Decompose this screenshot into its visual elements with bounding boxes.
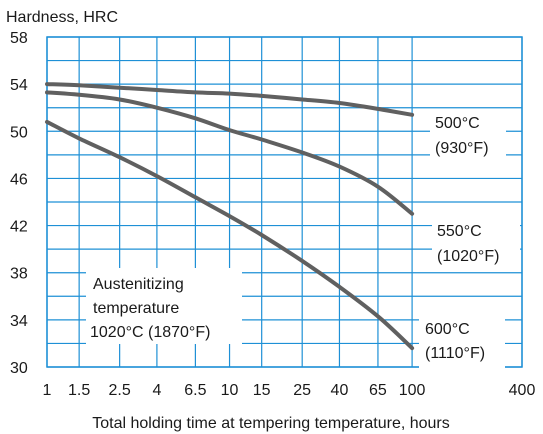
y-tick-label: 50 bbox=[10, 124, 28, 141]
label-background bbox=[432, 221, 520, 271]
series-label-line-1: 550°C bbox=[437, 223, 482, 240]
x-tick-label: 6.5 bbox=[184, 382, 206, 399]
series-lines bbox=[45, 82, 415, 351]
x-tick-labels: 1 1.5 2.5 4 6.5 10 15 25 40 65 100 400 bbox=[43, 382, 536, 399]
x-tick-label: 40 bbox=[331, 382, 349, 399]
y-tick-label: 30 bbox=[10, 360, 28, 377]
annotation-line: Austenitizing bbox=[93, 276, 184, 293]
x-tick-label: 65 bbox=[369, 382, 387, 399]
curve-550c bbox=[45, 90, 415, 216]
series-label-line-1: 500°C bbox=[435, 115, 480, 132]
austenitizing-annotation: Austenitizing temperature 1020°C (1870°F) bbox=[86, 268, 242, 344]
annotation-line: 1020°C (1870°F) bbox=[90, 324, 210, 341]
y-tick-label: 42 bbox=[10, 219, 28, 236]
annotation-background bbox=[86, 268, 242, 344]
curve-500c bbox=[45, 82, 415, 117]
x-tick-label: 400 bbox=[509, 382, 536, 399]
y-tick-label: 38 bbox=[10, 266, 28, 283]
x-tick-label: 1 bbox=[43, 382, 52, 399]
plot-frame bbox=[46, 36, 523, 368]
label-550c: 550°C (1020°F) bbox=[432, 221, 520, 271]
series-label-line-1: 600°C bbox=[425, 321, 470, 338]
y-tick-label: 46 bbox=[10, 171, 28, 188]
x-tick-label: 2.5 bbox=[109, 382, 131, 399]
y-tick-label: 58 bbox=[10, 30, 28, 47]
x-tick-label: 100 bbox=[399, 382, 426, 399]
x-tick-label: 25 bbox=[293, 382, 311, 399]
label-500c: 500°C (930°F) bbox=[430, 113, 506, 163]
x-tick-label: 1.5 bbox=[68, 382, 90, 399]
label-600c: 600°C (1110°F) bbox=[419, 318, 505, 368]
x-tick-label: 10 bbox=[221, 382, 239, 399]
series-labels: 500°C (930°F) 550°C (1020°F) 600°C (1110°F) bbox=[419, 113, 520, 368]
x-axis-title: Total holding time at tempering temperat… bbox=[92, 415, 450, 432]
annotation-line: temperature bbox=[93, 300, 179, 317]
curve-600c bbox=[45, 119, 415, 351]
label-background bbox=[419, 318, 505, 368]
series-label-line-2: (1110°F) bbox=[425, 345, 485, 362]
y-tick-label: 34 bbox=[10, 313, 28, 330]
series-label-line-2: (930°F) bbox=[435, 140, 489, 157]
y-tick-labels: 30 34 38 42 46 50 54 58 bbox=[10, 30, 28, 377]
x-tick-label: 15 bbox=[253, 382, 271, 399]
y-axis-title: Hardness, HRC bbox=[6, 9, 118, 26]
label-background bbox=[430, 113, 506, 163]
series-label-line-2: (1020°F) bbox=[437, 248, 499, 265]
x-tick-label: 4 bbox=[152, 382, 161, 399]
y-tick-label: 54 bbox=[10, 77, 28, 94]
